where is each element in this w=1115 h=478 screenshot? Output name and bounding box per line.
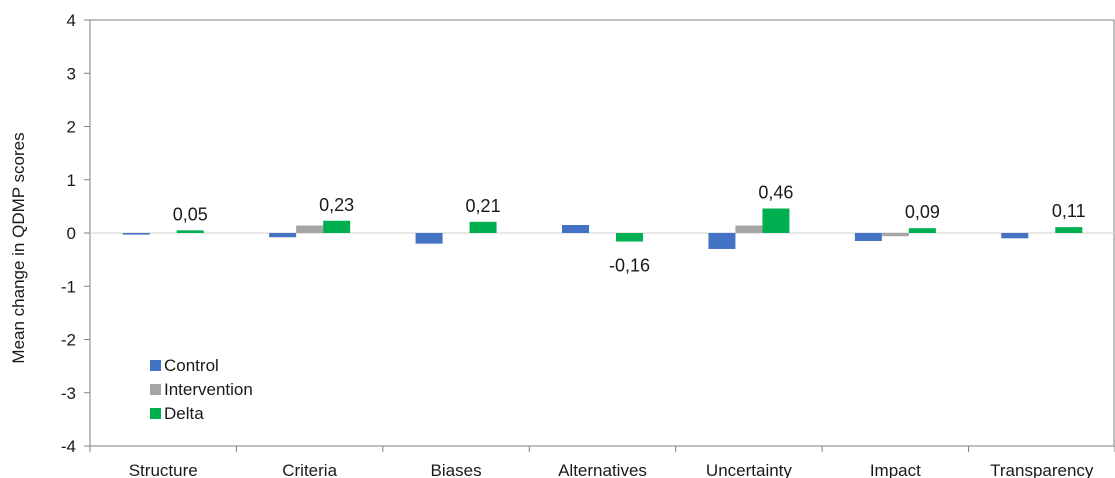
data-label-delta: 0,21: [466, 196, 501, 216]
bar-delta-impact: [908, 228, 936, 233]
data-label-delta: 0,11: [1052, 201, 1086, 221]
x-category-label: Uncertainty: [706, 461, 792, 478]
x-category-label: Biases: [431, 461, 482, 478]
x-category-label: Criteria: [282, 461, 337, 478]
bar-control-uncertainty: [708, 233, 736, 249]
data-label-delta: 0,05: [173, 204, 208, 224]
legend-swatch-control: [150, 360, 161, 371]
bar-intervention-impact: [881, 233, 909, 237]
bar-intervention-criteria: [296, 225, 324, 233]
y-tick-label: 1: [67, 171, 76, 190]
data-label-delta: 0,46: [758, 183, 793, 203]
legend-label-intervention: Intervention: [164, 380, 253, 399]
bar-intervention-uncertainty: [735, 225, 763, 233]
x-category-label: Transparency: [990, 461, 1094, 478]
x-category-label: Alternatives: [558, 461, 647, 478]
bar-control-structure: [122, 233, 150, 235]
data-label-delta: 0,23: [319, 195, 354, 215]
bar-delta-alternatives: [616, 233, 643, 242]
bar-delta-uncertainty: [762, 208, 790, 233]
y-tick-label: 0: [67, 224, 76, 243]
y-tick-label: 4: [67, 11, 76, 30]
bar-delta-biases: [469, 221, 497, 233]
y-tick-label: -4: [61, 437, 76, 456]
y-tick-label: 2: [67, 118, 76, 137]
bar-delta-transparency: [1055, 227, 1083, 233]
legend-swatch-delta: [150, 408, 161, 419]
plot-area: -4 -3 -2 -1 0 1 2 3 4 0,05 Structure 0,23 Criteria 0,…: [61, 11, 1115, 478]
y-tick-label: 3: [67, 64, 76, 83]
y-tick-label: -3: [61, 384, 76, 403]
x-category-label: Structure: [129, 461, 198, 478]
bar-delta-structure: [176, 230, 204, 233]
y-tick-label: -1: [61, 277, 76, 296]
bar-control-criteria: [269, 233, 297, 238]
bar-delta-criteria: [323, 220, 351, 233]
y-tick-label: -2: [61, 331, 76, 350]
bar-control-transparency: [1001, 233, 1029, 239]
bar-control-impact: [854, 233, 882, 241]
y-axis-label: Mean change in QDMP scores: [9, 132, 28, 363]
x-category-label: Impact: [870, 461, 921, 478]
legend: Control Intervention Delta: [150, 356, 253, 423]
legend-label-delta: Delta: [164, 404, 204, 423]
legend-label-control: Control: [164, 356, 219, 375]
bar-control-alternatives: [562, 225, 589, 233]
data-label-delta: -0,16: [609, 256, 650, 276]
legend-swatch-intervention: [150, 384, 161, 395]
bar-control-biases: [415, 233, 443, 244]
data-label-delta: 0,09: [905, 202, 940, 222]
